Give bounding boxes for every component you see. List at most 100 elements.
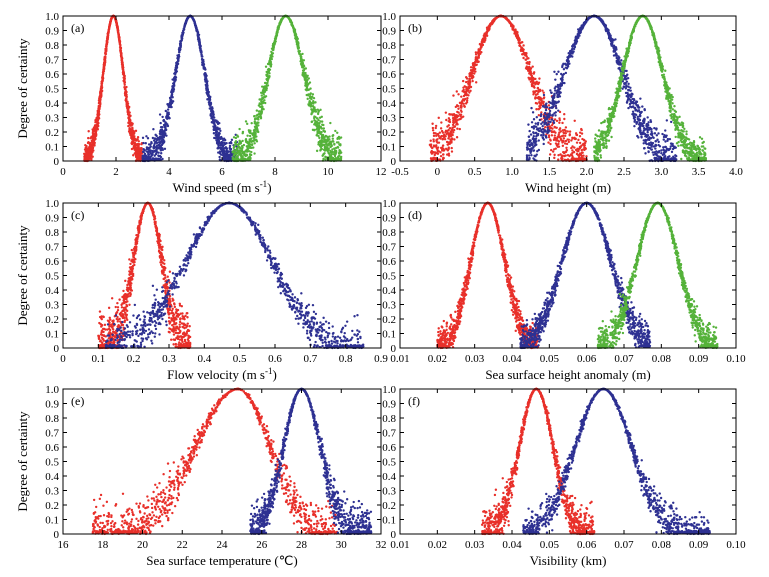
data-point	[155, 140, 158, 143]
y-tick-label: 0.4	[45, 98, 59, 110]
data-point	[483, 33, 486, 36]
data-point	[445, 118, 448, 122]
data-point	[108, 26, 111, 29]
data-point	[556, 135, 559, 139]
data-point	[436, 149, 440, 153]
data-point	[438, 136, 441, 140]
data-point	[553, 156, 556, 160]
data-point	[583, 139, 586, 142]
data-point	[456, 127, 459, 130]
data-point	[250, 137, 253, 140]
data-point	[457, 107, 460, 110]
data-point	[84, 143, 87, 147]
data-point	[571, 149, 574, 152]
data-point	[230, 153, 233, 157]
data-point	[564, 139, 568, 143]
data-point	[196, 30, 199, 33]
data-point	[532, 71, 536, 74]
data-point	[436, 138, 439, 141]
data-point	[253, 120, 257, 123]
data-point	[257, 121, 260, 124]
data-point	[566, 153, 570, 157]
data-point	[268, 68, 272, 71]
data-point	[238, 127, 241, 131]
data-point	[255, 140, 259, 143]
data-point	[133, 141, 136, 144]
data-point	[299, 62, 303, 66]
data-point	[550, 130, 554, 134]
data-point	[583, 157, 587, 160]
data-point	[471, 79, 474, 83]
data-point	[525, 67, 529, 70]
data-point	[117, 34, 121, 38]
data-point	[145, 146, 149, 149]
data-point	[212, 120, 215, 123]
data-point	[641, 105, 644, 108]
data-point	[550, 134, 554, 137]
data-point	[473, 68, 476, 71]
data-point	[313, 129, 316, 132]
data-point	[145, 135, 148, 138]
data-point	[98, 99, 101, 103]
data-point	[550, 91, 553, 94]
data-point	[479, 46, 483, 49]
data-point	[258, 98, 261, 101]
data-point	[159, 149, 163, 152]
data-point	[542, 101, 545, 105]
data-point	[643, 147, 646, 150]
data-point	[151, 153, 154, 156]
data-point	[95, 116, 99, 119]
data-point	[253, 152, 256, 155]
data-point	[106, 36, 109, 39]
data-point	[529, 73, 532, 76]
data-point	[122, 79, 126, 82]
data-point	[444, 111, 448, 114]
data-point	[87, 130, 90, 133]
data-point	[127, 124, 130, 128]
data-point	[318, 116, 322, 119]
y-tick-label: 0.9	[45, 26, 59, 38]
data-point	[200, 50, 203, 53]
data-point	[213, 126, 217, 129]
data-point	[157, 138, 160, 141]
data-point	[664, 140, 667, 143]
data-point	[333, 143, 336, 146]
data-point	[474, 55, 478, 59]
data-point	[259, 117, 263, 120]
data-point	[580, 149, 583, 152]
data-point	[558, 128, 561, 131]
data-point	[244, 150, 248, 153]
data-point	[160, 140, 163, 143]
y-tick-label: 0.7	[45, 55, 59, 67]
data-point	[518, 41, 521, 44]
x-tick-label: 10	[323, 166, 335, 178]
data-point	[289, 19, 292, 23]
data-point	[271, 42, 275, 46]
data-point	[541, 105, 545, 108]
data-point	[127, 113, 130, 116]
data-point	[529, 133, 533, 136]
data-point	[471, 75, 474, 78]
data-point	[264, 65, 268, 68]
data-point	[334, 129, 337, 133]
data-point	[432, 150, 435, 154]
data-point	[530, 78, 533, 82]
data-point	[201, 58, 204, 62]
data-point	[453, 138, 456, 141]
data-point	[244, 120, 248, 123]
data-point	[474, 53, 478, 56]
data-point	[534, 90, 537, 93]
data-point	[653, 126, 656, 130]
data-point	[279, 20, 283, 23]
data-point	[464, 97, 467, 101]
data-point	[440, 121, 443, 124]
data-point	[550, 148, 553, 152]
data-point	[339, 151, 343, 154]
data-point	[321, 134, 325, 137]
data-point	[574, 137, 577, 141]
data-point	[212, 110, 215, 114]
data-point	[116, 26, 119, 30]
data-point	[582, 144, 586, 147]
data-point	[439, 151, 442, 154]
data-point	[432, 131, 436, 135]
